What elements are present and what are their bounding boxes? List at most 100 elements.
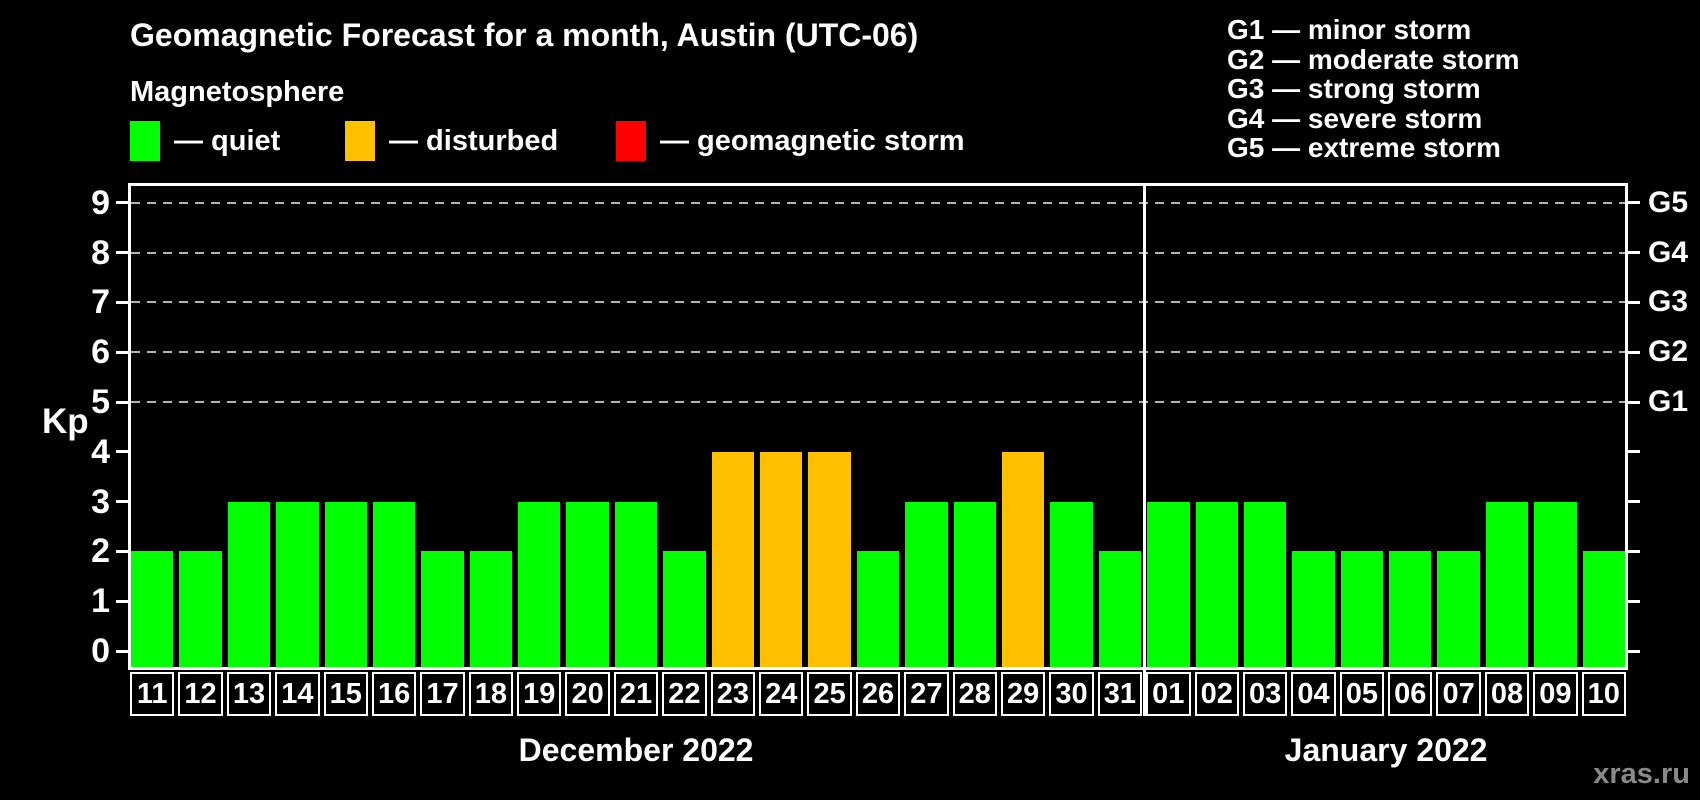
- kp-bar: [1437, 551, 1480, 667]
- right-axis-tick: [1628, 400, 1640, 404]
- kp-bar: [711, 451, 755, 667]
- kp-bar: [131, 551, 174, 667]
- kp-bar: [856, 551, 900, 667]
- y-axis-tick-label: 6: [91, 333, 110, 372]
- g-scale-label: G2: [1648, 335, 1689, 369]
- kp-axis-label: Kp: [42, 402, 89, 441]
- kp-bar: [760, 451, 803, 667]
- date-box: 14: [275, 672, 320, 716]
- y-axis-tick-label: 2: [91, 532, 110, 571]
- kp-bar: [324, 501, 367, 667]
- kp-bar: [518, 501, 561, 667]
- legend-item-storm: — geomagnetic storm: [616, 120, 965, 162]
- legend-chip-storm: [616, 121, 646, 161]
- right-axis-tick: [1628, 201, 1640, 205]
- kp-bar: [953, 501, 996, 667]
- legend-item-disturbed: — disturbed: [345, 120, 558, 162]
- kp-bar: [1243, 501, 1287, 667]
- y-axis-tick: [116, 649, 128, 653]
- date-box: 08: [1484, 672, 1530, 716]
- month-label: December 2022: [518, 732, 754, 768]
- legend-item-quiet: — quiet: [130, 120, 280, 162]
- date-box: 12: [178, 672, 223, 716]
- g-scale-label: G1: [1648, 385, 1689, 418]
- y-axis-tick-label: 5: [91, 383, 110, 421]
- kp-bar: [905, 501, 948, 667]
- y-axis-tick: [116, 350, 128, 354]
- date-box: 21: [613, 672, 659, 716]
- right-axis-tick: [1628, 450, 1640, 454]
- gridline-kp7: [131, 301, 1625, 304]
- date-box: 26: [855, 672, 901, 716]
- right-axis-tick: [1628, 549, 1640, 553]
- y-axis-tick-label: 7: [91, 283, 110, 322]
- kp-bar: [1147, 501, 1190, 667]
- kp-bar: [1050, 501, 1093, 667]
- date-box: 31: [1097, 672, 1143, 716]
- date-box: 10: [1581, 672, 1626, 716]
- y-axis-tick-label: 8: [91, 233, 110, 272]
- storm-scale-item: G4 — severe storm: [1227, 102, 1483, 134]
- date-box: 29: [1000, 672, 1046, 716]
- right-axis-tick: [1628, 300, 1640, 304]
- kp-bar: [1098, 551, 1142, 667]
- date-box: 18: [468, 672, 514, 716]
- kp-bar: [1340, 551, 1384, 667]
- month-label: January 2022: [1284, 732, 1488, 768]
- date-box: 28: [952, 672, 997, 716]
- kp-bar: [1292, 551, 1335, 667]
- legend-item-label: — quiet: [174, 125, 281, 157]
- y-axis-tick: [116, 549, 128, 553]
- kp-bar: [808, 451, 851, 667]
- y-axis-tick-label: 4: [91, 432, 110, 471]
- kp-bar: [566, 501, 609, 667]
- date-box: 01: [1146, 672, 1191, 716]
- y-axis-tick: [116, 450, 128, 454]
- y-axis-tick-label: 0: [91, 632, 110, 670]
- date-box: 04: [1291, 672, 1336, 716]
- legend-chip-quiet: [130, 121, 160, 161]
- gridline-kp5: [131, 401, 1625, 403]
- date-box: 15: [323, 672, 368, 716]
- date-box: 24: [759, 672, 804, 716]
- kp-bar: [1485, 501, 1529, 667]
- right-axis-tick: [1628, 649, 1640, 653]
- kp-bar: [276, 501, 319, 667]
- g-scale-label: G3: [1648, 285, 1689, 319]
- date-box: 17: [420, 672, 465, 716]
- y-axis-tick-label: 1: [91, 582, 110, 621]
- storm-scale-item: G3 — strong storm: [1227, 73, 1481, 104]
- date-box: 05: [1339, 672, 1385, 716]
- gridline-kp9: [131, 201, 1625, 204]
- legend-item-label: — geomagnetic storm: [660, 125, 965, 157]
- date-box: 13: [226, 672, 272, 716]
- gridline-kp6: [131, 351, 1625, 354]
- kp-bar: [421, 551, 464, 667]
- g-scale-label: G4: [1648, 235, 1689, 269]
- storm-scale-item: G2 — moderate storm: [1227, 43, 1520, 75]
- y-axis-tick-label: 9: [91, 183, 110, 222]
- date-box: 07: [1436, 672, 1481, 716]
- storm-scale-legend: G1 — minor storm G2 — moderate storm G3 — …: [1227, 15, 1520, 163]
- date-box: 22: [662, 672, 707, 716]
- month-separator: [1142, 183, 1146, 716]
- legend-item-label: — disturbed: [389, 125, 559, 157]
- storm-scale-item: G1 — minor storm: [1227, 14, 1472, 45]
- y-axis-tick: [116, 599, 128, 603]
- kp-bar: [1389, 551, 1432, 667]
- right-axis-tick: [1628, 500, 1640, 504]
- right-axis-tick: [1628, 251, 1640, 255]
- date-box: 16: [371, 672, 417, 716]
- date-box: 30: [1049, 672, 1094, 716]
- date-box: 20: [565, 672, 610, 716]
- y-axis-tick: [116, 400, 128, 404]
- kp-bar: [227, 501, 271, 667]
- date-box: 09: [1533, 672, 1578, 716]
- date-box: 03: [1242, 672, 1288, 716]
- gridline-kp8: [131, 251, 1625, 254]
- date-box: 19: [517, 672, 562, 716]
- date-box: 11: [130, 672, 175, 716]
- g-scale-label: G5: [1648, 185, 1689, 219]
